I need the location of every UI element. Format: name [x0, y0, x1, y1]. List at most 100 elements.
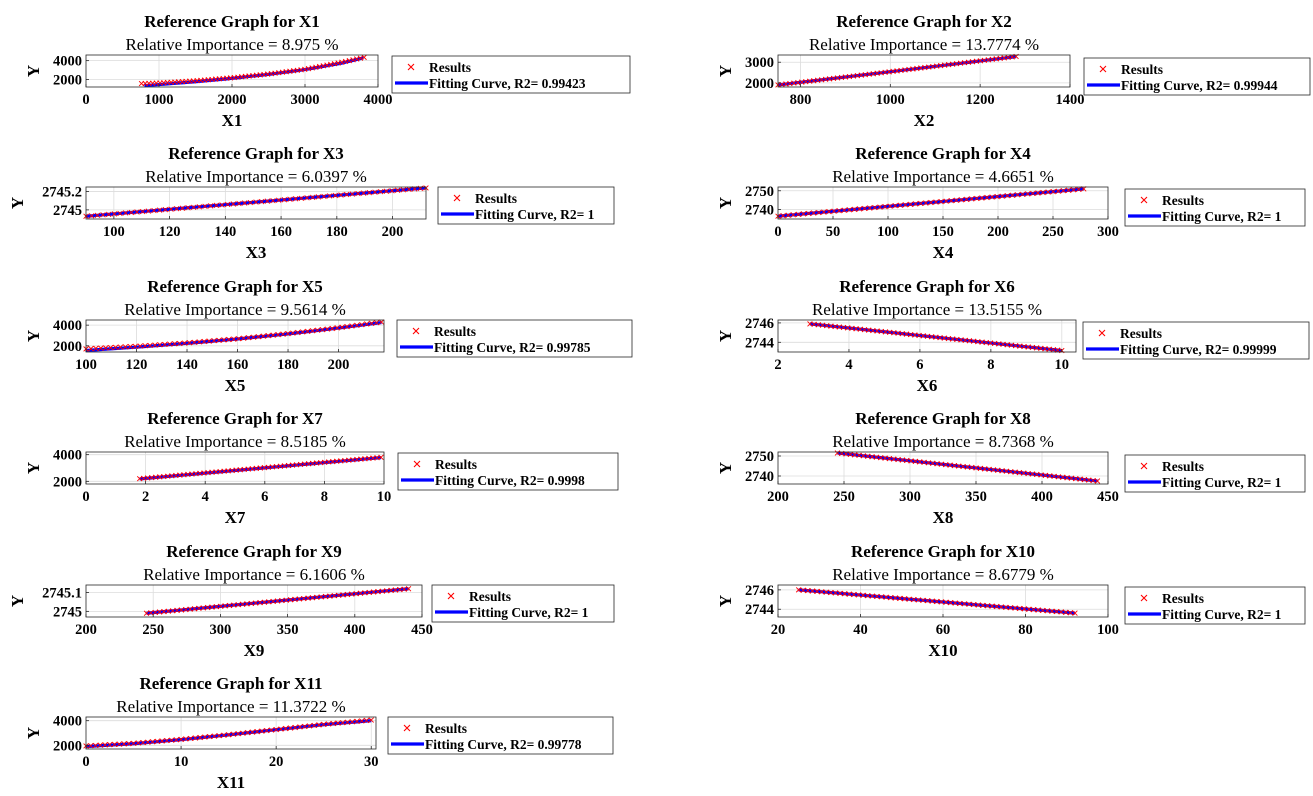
x-tick-label: 800 [790, 92, 812, 108]
result-point [1042, 472, 1049, 479]
result-point [999, 468, 1005, 474]
axes-frame [777, 319, 1077, 353]
result-point [226, 336, 232, 343]
result-point [340, 719, 346, 726]
chart-panel-5: Reference Graph for X5 Relative Importanc… [24, 277, 633, 395]
legend-box [397, 452, 619, 491]
x-tick-label: 4 [202, 489, 209, 505]
result-point [344, 591, 351, 598]
result-point [219, 202, 225, 208]
result-point [1073, 475, 1079, 482]
result-point [354, 718, 360, 725]
result-point [126, 740, 132, 747]
result-point [340, 592, 346, 598]
result-point [100, 212, 106, 218]
x-tick-label: 2000 [218, 92, 247, 108]
result-point [1012, 605, 1018, 611]
result-point [841, 591, 848, 597]
result-point [855, 592, 862, 598]
result-point [275, 331, 281, 338]
result-point [1038, 472, 1044, 478]
result-point [349, 591, 355, 597]
result-point [204, 604, 211, 611]
result-point [239, 601, 246, 607]
result-point [1081, 476, 1088, 483]
result-point [837, 590, 843, 597]
result-point [88, 742, 94, 749]
result-point [1060, 474, 1066, 480]
result-point [795, 211, 802, 218]
chart-subtitle: Relative Importance = 8.7368 % [832, 432, 1054, 451]
x-tick-label: 3000 [291, 92, 320, 108]
result-point [196, 339, 202, 345]
result-point [1030, 606, 1037, 613]
result-point [325, 721, 332, 727]
result-point [178, 736, 184, 743]
result-point [157, 342, 163, 348]
result-point [218, 603, 224, 610]
y-axis-label: Y [716, 197, 735, 209]
x-tick-label: 160 [227, 357, 249, 373]
y-tick-label: 2744 [745, 602, 774, 618]
result-point [938, 198, 944, 205]
result-point [1050, 188, 1056, 195]
result-point [324, 326, 331, 332]
result-point [152, 609, 158, 616]
result-point [117, 344, 124, 350]
x-tick-label: 100 [877, 224, 899, 240]
legend-label: Results [425, 721, 467, 736]
result-point [148, 610, 154, 616]
result-point [851, 206, 858, 213]
result-point [800, 587, 806, 593]
x-axis-label: X8 [933, 508, 954, 527]
result-point [989, 603, 995, 609]
legend-box [391, 55, 631, 94]
x-tick-label: 100 [75, 357, 97, 373]
x-axis-label: X10 [928, 641, 957, 660]
result-point [335, 720, 341, 726]
y-tick-label: 2740 [745, 469, 774, 485]
result-point [370, 589, 377, 595]
result-point [911, 596, 917, 603]
result-point [877, 204, 883, 210]
result-point [982, 466, 988, 472]
result-point [173, 737, 180, 743]
x-tick-label: 50 [826, 224, 841, 240]
result-point [270, 598, 276, 605]
result-point [1058, 609, 1064, 615]
result-point [169, 608, 176, 614]
x-axis-label: X11 [217, 773, 245, 792]
result-point [301, 723, 308, 730]
result-point [230, 201, 237, 207]
result-point [196, 204, 203, 210]
result-point [354, 322, 360, 329]
result-point [1055, 188, 1062, 194]
result-point [185, 205, 191, 211]
plot-data [807, 321, 1065, 354]
x-tick-label: 200 [767, 489, 789, 505]
result-point [1065, 187, 1072, 193]
x-tick-label: 4 [845, 357, 852, 373]
result-point [865, 453, 871, 459]
result-point [882, 455, 888, 461]
result-point [1021, 606, 1028, 612]
result-point [230, 731, 237, 737]
y-tick-label: 4000 [53, 318, 82, 334]
result-point [296, 596, 303, 602]
chart-title: Reference Graph for X7 [147, 409, 323, 428]
result-point [154, 738, 161, 745]
result-point [974, 195, 980, 202]
y-axis-label: Y [716, 65, 735, 77]
result-point [780, 213, 786, 219]
chart-panel-11: Reference Graph for X11 Relative Importan… [24, 674, 614, 792]
result-point [297, 724, 303, 730]
chart-title: Reference Graph for X11 [139, 674, 322, 693]
x-tick-label: 6 [261, 489, 268, 505]
result-point [287, 725, 294, 731]
result-point [249, 729, 256, 735]
y-tick-label: 2000 [745, 76, 774, 92]
x-tick-label: 6 [916, 357, 923, 373]
x-tick-label: 450 [1097, 489, 1119, 505]
result-point [832, 590, 839, 596]
